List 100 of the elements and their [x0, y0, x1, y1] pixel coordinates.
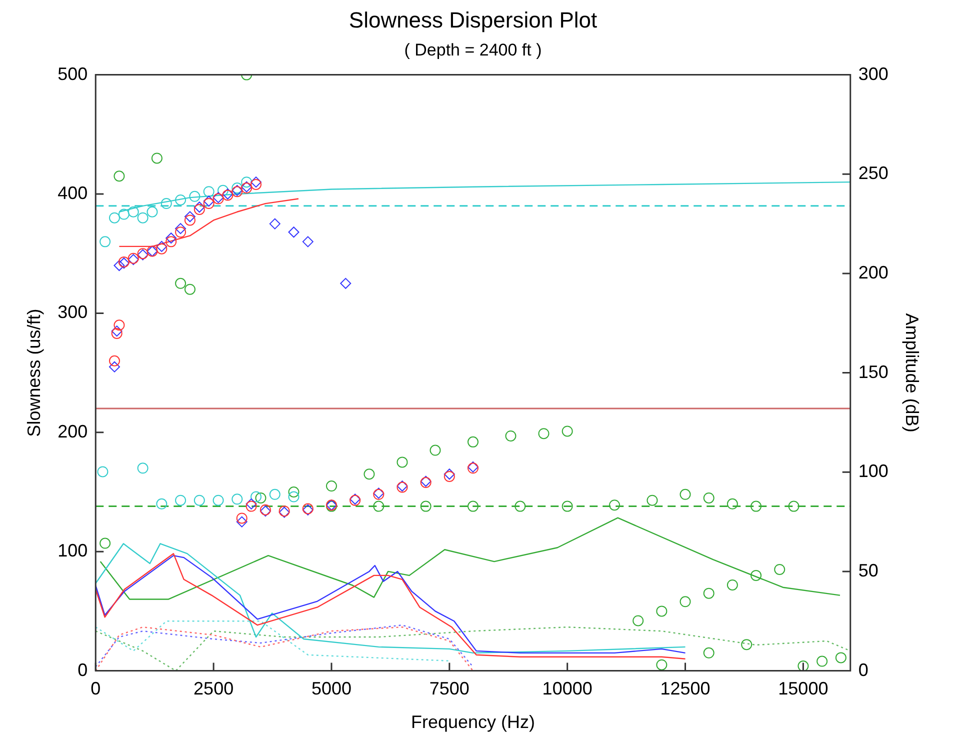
point	[175, 494, 186, 506]
point	[166, 236, 177, 248]
point	[128, 206, 139, 218]
point	[246, 500, 257, 512]
point	[326, 480, 337, 492]
point	[288, 226, 300, 238]
line-series	[96, 626, 850, 671]
point	[151, 152, 162, 164]
point	[816, 656, 828, 667]
point	[632, 615, 644, 626]
point	[100, 538, 111, 549]
x-tick-label: 0	[90, 678, 101, 699]
point	[302, 236, 314, 248]
point	[232, 494, 243, 505]
x-axis-title: Frequency (Hz)	[410, 712, 536, 732]
point	[156, 498, 168, 510]
point	[156, 243, 168, 254]
point	[703, 647, 714, 658]
point	[609, 500, 620, 511]
y2-tick-label: 50	[858, 560, 878, 580]
point	[680, 488, 691, 500]
y-tick-label: 400	[58, 182, 88, 203]
x-tick-label: 15000	[778, 678, 828, 699]
point	[184, 284, 196, 295]
point	[505, 430, 516, 442]
point	[146, 206, 158, 218]
point	[109, 355, 120, 366]
y2-tick-label: 150	[858, 362, 888, 382]
y-tick-label: 100	[58, 540, 88, 561]
point	[184, 211, 196, 222]
point	[646, 494, 658, 506]
point	[703, 492, 714, 504]
point	[184, 214, 196, 226]
point	[100, 236, 111, 248]
point	[562, 500, 573, 512]
point	[236, 512, 248, 524]
point	[97, 466, 108, 478]
y-tick-label: 200	[58, 421, 88, 442]
y-tick-label: 500	[58, 64, 88, 84]
point	[656, 606, 668, 617]
point	[703, 588, 714, 599]
y2-tick-label: 300	[858, 64, 888, 84]
y-axis-title: Slowness (us/ft)	[24, 308, 44, 437]
point	[726, 498, 738, 510]
point	[774, 564, 786, 575]
point	[562, 426, 573, 437]
point	[203, 196, 214, 207]
point	[203, 186, 214, 198]
y2-tick-label: 100	[858, 461, 888, 482]
point	[217, 184, 228, 196]
y2-tick-label: 200	[858, 262, 888, 282]
point	[396, 456, 408, 468]
point	[750, 500, 762, 512]
x-tick-label: 7500	[429, 678, 470, 699]
point	[137, 462, 148, 474]
point	[194, 494, 205, 506]
point	[189, 190, 200, 202]
point	[444, 468, 455, 480]
point	[166, 232, 177, 244]
point	[114, 320, 125, 331]
point	[175, 194, 186, 206]
point	[212, 494, 224, 506]
point	[175, 223, 186, 234]
point	[373, 500, 384, 512]
y-tick-label: 0	[78, 660, 88, 680]
y-tick-label: 300	[58, 302, 88, 322]
chart-title: Slowness Dispersion Plot	[348, 7, 598, 32]
point	[656, 659, 668, 670]
point	[835, 652, 846, 664]
point	[288, 486, 300, 498]
x-tick-label: 10000	[542, 678, 592, 699]
point	[156, 240, 168, 252]
point	[236, 516, 248, 528]
point	[269, 488, 280, 500]
point	[798, 660, 809, 671]
point	[109, 361, 120, 372]
point	[118, 208, 130, 220]
point	[750, 570, 762, 581]
x-tick-label: 5000	[311, 678, 352, 699]
y2-axis-title: Amplitude (dB)	[902, 313, 922, 432]
point	[255, 492, 266, 504]
point	[269, 218, 280, 230]
point	[250, 491, 262, 502]
line-series	[96, 620, 450, 662]
point	[203, 198, 214, 210]
point	[788, 500, 800, 512]
point	[246, 498, 257, 510]
point	[114, 260, 125, 272]
y2-tick-label: 250	[858, 163, 888, 184]
point	[420, 500, 432, 512]
point	[741, 639, 752, 650]
point	[364, 468, 375, 480]
point	[468, 436, 478, 448]
point	[175, 278, 186, 289]
point	[241, 176, 252, 188]
y2-tick-label: 0	[858, 660, 868, 680]
point	[680, 596, 691, 608]
point	[109, 212, 120, 224]
point	[288, 491, 300, 502]
point	[160, 198, 172, 210]
